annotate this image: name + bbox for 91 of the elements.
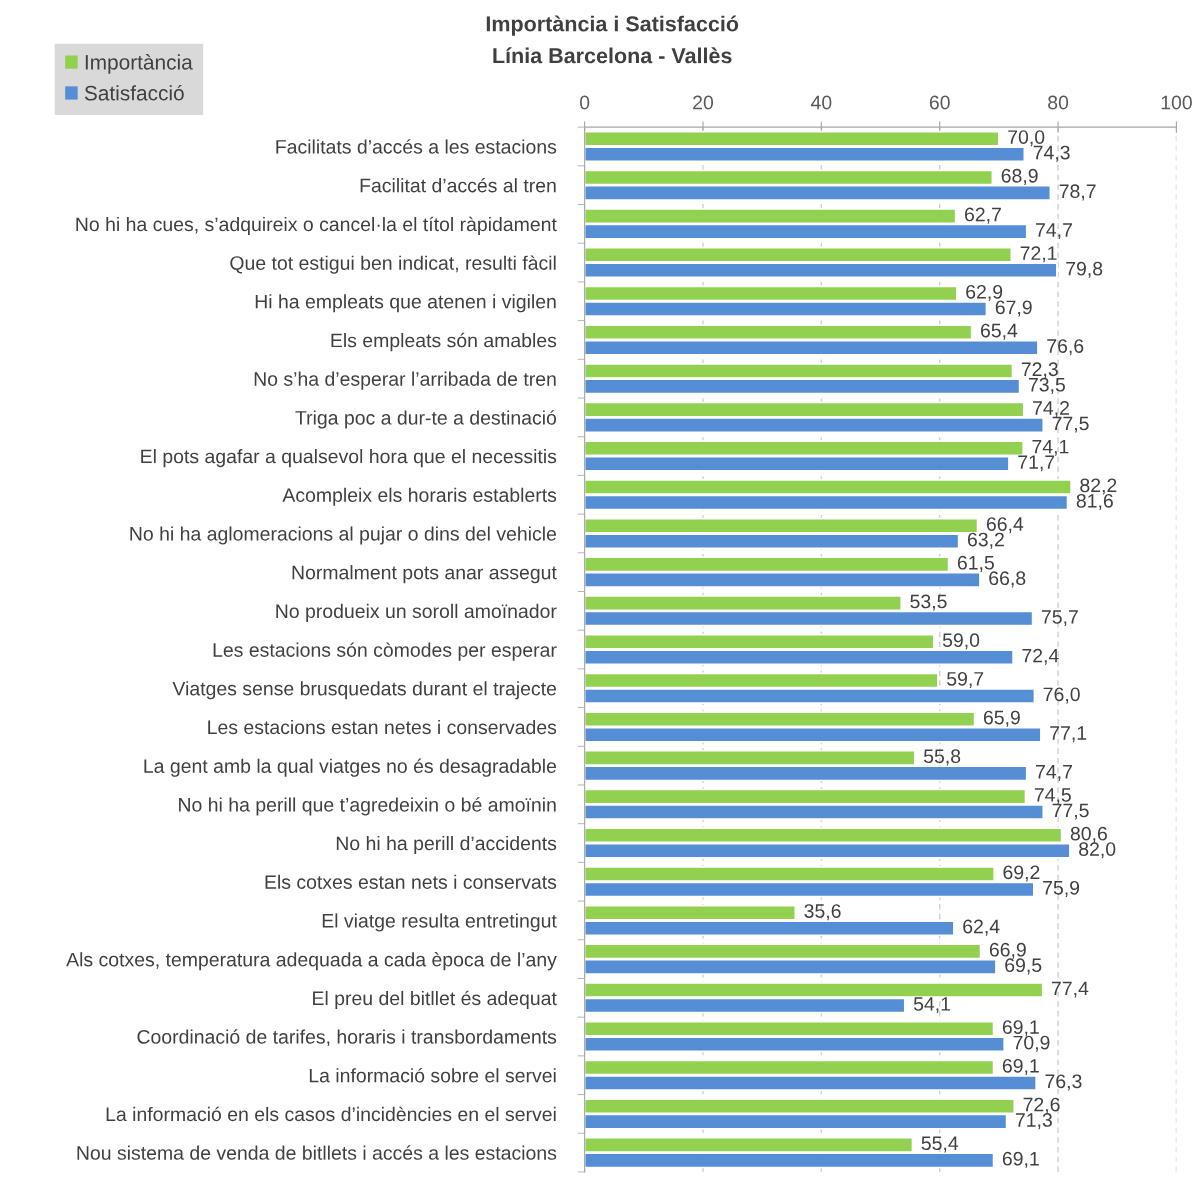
- data-label: 63,2: [967, 532, 1004, 549]
- data-label: 74,2: [1033, 401, 1069, 418]
- data-label: 54,1: [913, 997, 951, 1014]
- data-label: 53,5: [910, 594, 947, 611]
- data-label: 61,5: [957, 555, 994, 572]
- data-label: 69,2: [1003, 865, 1040, 882]
- data-label: 82,0: [1079, 842, 1116, 859]
- y-tick-label: Nou sistema de venda de bitllets i accés a les estacions: [77, 1145, 557, 1160]
- y-tick-label: No hi ha perill que t’agredeixin o bé amoïnin: [179, 797, 556, 816]
- data-label: 66,9: [989, 942, 1026, 959]
- y-tick-label: La informació en els casos d’incidències en el servei: [106, 1106, 556, 1122]
- data-label: 72,4: [1022, 648, 1059, 665]
- data-label: 80,6: [1070, 826, 1107, 843]
- y-tick-label: No hi ha perill d’accidents: [336, 835, 557, 855]
- data-label: 72,3: [1021, 362, 1058, 379]
- data-label: 65,9: [983, 710, 1020, 727]
- data-label: 76,0: [1043, 687, 1080, 704]
- data-label: 74,7: [1036, 223, 1072, 240]
- y-tick-label: Als cotxes, temperatura adequada a cada època de l’any: [66, 951, 557, 971]
- data-label: 62,7: [965, 207, 1001, 224]
- data-label: 55,4: [921, 1136, 959, 1153]
- data-label: 69,1: [1002, 1020, 1039, 1037]
- y-tick-label: No produeix un soroll amoïnador: [276, 603, 557, 622]
- legend-label: Satisfacció: [84, 84, 184, 101]
- y-tick-label: La informació sobre el servei: [309, 1067, 556, 1083]
- y-tick-label: No hi ha cues, s’adquireix o cancel·la el títol ràpidament: [76, 216, 557, 236]
- x-tick-label: 40: [810, 95, 832, 110]
- data-label: 67,9: [995, 300, 1032, 317]
- y-tick-label: Facilitat d’accés al tren: [360, 177, 556, 193]
- y-tick-label: Hi ha empleats que atenen i vigilen: [255, 294, 556, 313]
- legend-label: Importància: [85, 54, 193, 74]
- data-label: 62,4: [963, 919, 1000, 936]
- y-tick-label: Els cotxes estan nets i conservats: [265, 874, 557, 889]
- data-label: 66,4: [986, 517, 1024, 534]
- data-label: 62,9: [966, 284, 1003, 302]
- chart-title: Importància i Satisfacció: [486, 15, 739, 36]
- y-tick-label: Les estacions estan netes i conservades: [208, 719, 557, 735]
- x-tick-label: 80: [1048, 95, 1069, 110]
- data-label: 74,5: [1034, 788, 1071, 805]
- y-tick-label: Els empleats són amables: [331, 332, 557, 352]
- data-label: 72,1: [1020, 246, 1057, 263]
- chart-subtitle: Línia Barcelona - Vallès: [493, 47, 732, 64]
- y-tick-label: Coordinació de tarifes, horaris i transbordaments: [137, 1029, 557, 1047]
- y-tick-label: Viatges sense brusquedats durant el trajecte: [172, 681, 557, 700]
- data-label: 69,1: [1002, 1058, 1039, 1075]
- data-label: 78,7: [1059, 184, 1096, 201]
- x-tick-label: 60: [929, 95, 950, 110]
- y-tick-label: Les estacions són còmodes per esperar: [213, 642, 557, 661]
- data-label: 71,3: [1015, 1113, 1052, 1130]
- y-tick-label: Normalment pots anar assegut: [292, 565, 557, 584]
- data-label: 59,7: [947, 671, 984, 689]
- data-label: 82,2: [1080, 478, 1117, 495]
- data-label: 75,9: [1043, 880, 1080, 897]
- data-label: 74,7: [1036, 765, 1072, 781]
- data-label: 70,0: [1008, 130, 1045, 147]
- y-tick-label: No hi ha aglomeracions al pujar o dins del vehicle: [130, 526, 557, 545]
- data-label: 72,6: [1023, 1097, 1060, 1114]
- y-tick-label: Que tot estigui ben indicat, resulti fàcil: [230, 255, 556, 274]
- y-tick-label: El preu del bitllet és adequat: [313, 990, 557, 1010]
- data-label: 55,8: [923, 749, 961, 766]
- y-tick-label: Acompleix els horaris establerts: [282, 487, 557, 506]
- data-label: 69,1: [1002, 1151, 1039, 1168]
- data-label: 76,3: [1045, 1074, 1082, 1091]
- data-label: 71,7: [1018, 455, 1055, 472]
- y-tick-label: La gent amb la qual viatges no és desagradable: [144, 758, 557, 777]
- data-label: 77,5: [1052, 803, 1089, 820]
- x-tick-label: 0: [579, 95, 590, 110]
- data-label: 79,8: [1066, 261, 1103, 278]
- data-label: 75,7: [1041, 610, 1078, 627]
- data-label: 73,5: [1028, 377, 1065, 394]
- data-label: 77,1: [1050, 726, 1087, 743]
- data-label: 69,5: [1005, 958, 1042, 975]
- data-label: 76,6: [1047, 339, 1084, 356]
- data-label: 74,3: [1033, 145, 1070, 162]
- data-label: 77,4: [1052, 981, 1089, 998]
- data-label: 35,6: [804, 904, 841, 921]
- x-tick-label: 20: [693, 95, 714, 110]
- data-label: 65,4: [980, 323, 1018, 340]
- data-label: 66,8: [989, 571, 1026, 588]
- data-label: 77,5: [1052, 416, 1089, 433]
- data-label: 74,1: [1032, 439, 1069, 456]
- data-label: 68,9: [1001, 168, 1038, 185]
- y-tick-label: No s’ha d’esperar l’arribada de tren: [254, 371, 556, 390]
- y-tick-label: El pots agafar a qualsevol hora que el necessitis: [141, 449, 557, 468]
- data-label: 70,9: [1013, 1035, 1050, 1052]
- data-label: 81,6: [1076, 493, 1113, 510]
- y-tick-label: El viatge resulta entretingut: [322, 913, 557, 932]
- data-label: 59,0: [942, 633, 980, 650]
- y-tick-label: Triga poc a dur-te a destinació: [295, 410, 557, 429]
- x-tick-label: 100: [1161, 95, 1192, 110]
- y-tick-label: Facilitats d’accés a les estacions: [276, 139, 557, 154]
